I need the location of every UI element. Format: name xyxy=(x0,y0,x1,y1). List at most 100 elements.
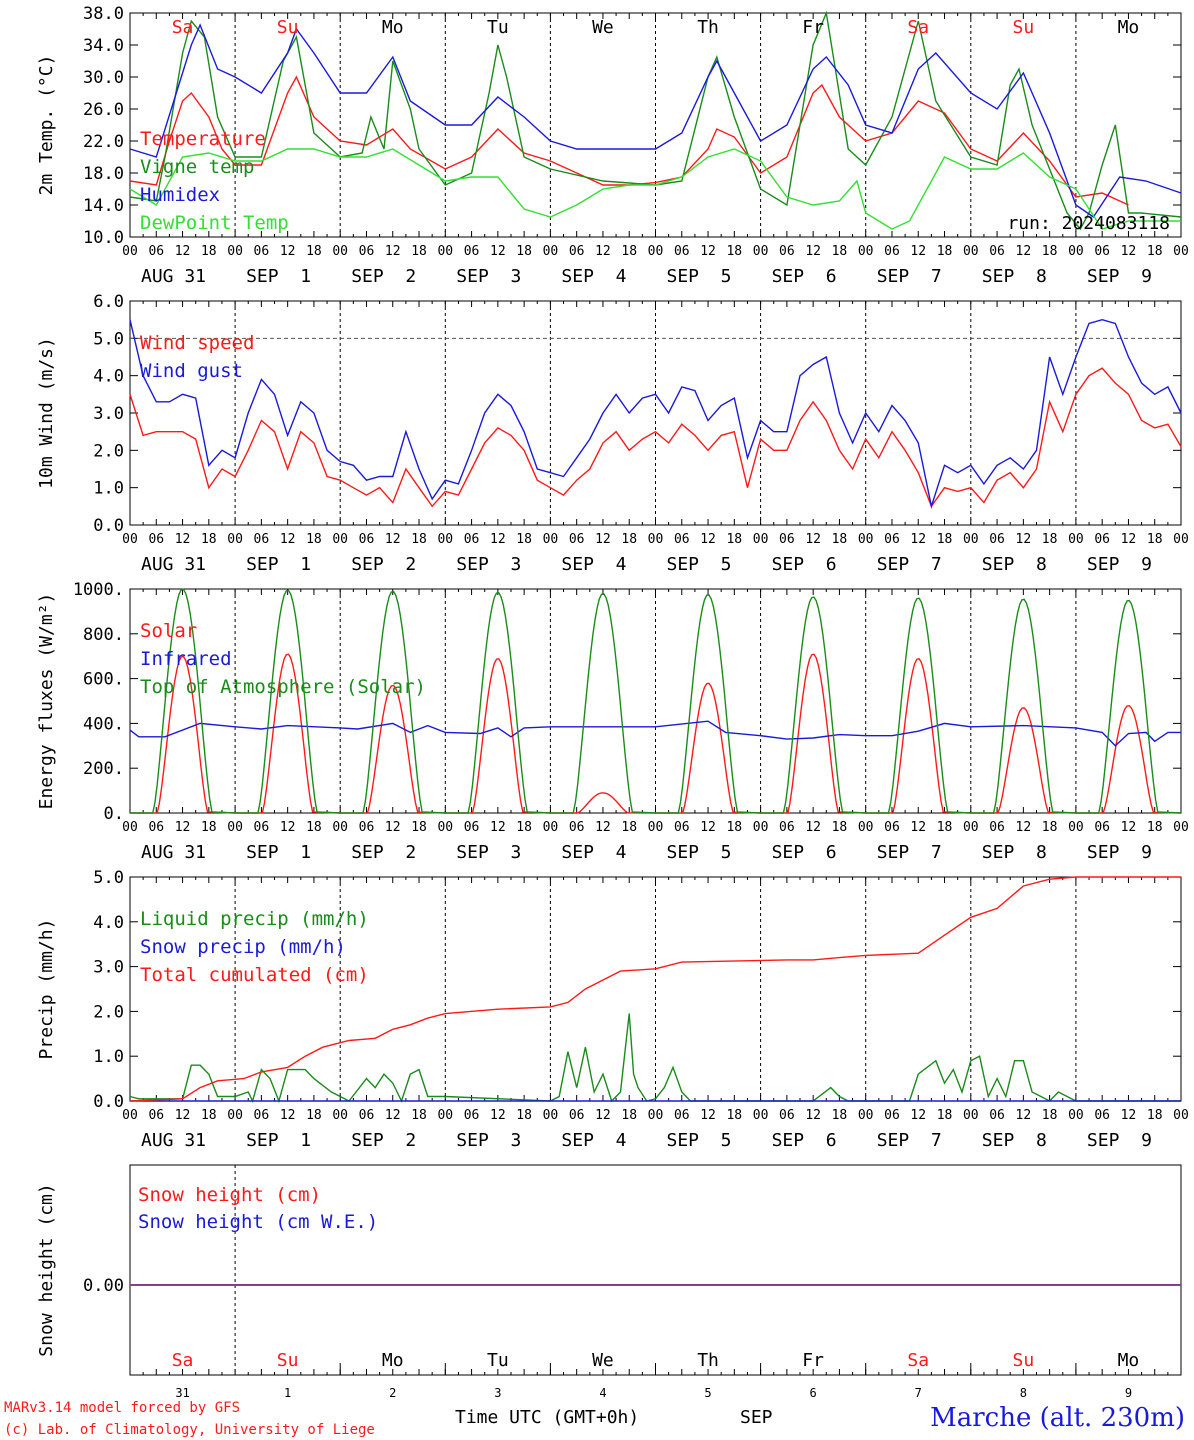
date-label: SEP 8 xyxy=(982,266,1047,287)
legend-entry: Vigne temp xyxy=(140,156,254,178)
panel-3: 0. 200. 400. 600. 800. 1000. Energy fluxes (W/… xyxy=(36,580,1189,863)
hour-tick-label: 18 xyxy=(1147,532,1163,547)
hour-tick-label: 06 xyxy=(989,532,1005,547)
hour-tick-label: 18 xyxy=(832,244,848,259)
hour-tick-label: 12 xyxy=(175,820,191,835)
date-label: SEP 8 xyxy=(982,842,1047,863)
hour-tick-label: 06 xyxy=(569,820,585,835)
hour-tick-label: 06 xyxy=(148,532,164,547)
series-line-humidex xyxy=(129,23,1182,218)
hour-tick-label: 12 xyxy=(385,532,401,547)
station-label: Marche (alt. 230m) xyxy=(930,1403,1185,1433)
series-line-wind-gust xyxy=(129,318,1182,510)
hour-tick-label: 00 xyxy=(543,1108,559,1123)
hour-tick-label: 06 xyxy=(674,820,690,835)
series-line-vigne-temp xyxy=(129,10,1182,231)
hour-tick-label: 12 xyxy=(280,1108,296,1123)
hour-tick-label: 18 xyxy=(201,244,217,259)
plot-frame xyxy=(129,300,1182,526)
series-line-wind-speed xyxy=(129,367,1182,508)
hour-tick-label: 00 xyxy=(543,244,559,259)
date-label: SEP 4 xyxy=(561,266,626,287)
hour-tick-label: 12 xyxy=(805,1108,821,1123)
y-tick-label: 22.0 xyxy=(83,132,124,152)
hour-tick-label: 06 xyxy=(1094,532,1110,547)
day-name-label: Su xyxy=(277,17,299,38)
y-tick-label: 4.0 xyxy=(93,913,124,933)
day-number-label: 31 xyxy=(175,1386,189,1400)
day-number-label: 6 xyxy=(810,1386,817,1400)
hour-tick-label: 12 xyxy=(175,244,191,259)
hour-tick-label: 00 xyxy=(648,532,664,547)
hour-tick-label: 06 xyxy=(359,1108,375,1123)
date-label: AUG 31 xyxy=(141,1130,206,1151)
hour-tick-label: 12 xyxy=(910,244,926,259)
date-label: SEP 2 xyxy=(351,1130,416,1151)
hour-tick-label: 12 xyxy=(1121,532,1137,547)
hour-tick-label: 00 xyxy=(227,820,243,835)
day-name-label: Su xyxy=(277,1350,299,1371)
panel-4: 0.0 1.0 2.0 3.0 4.0 5.0 Precip (mm/h) 00 06 12 18 A… xyxy=(36,868,1189,1151)
hour-tick-label: 00 xyxy=(332,820,348,835)
hour-tick-label: 18 xyxy=(306,820,322,835)
hour-tick-label: 18 xyxy=(832,532,848,547)
day-name-label: Sa xyxy=(172,1350,194,1371)
hour-tick-label: 18 xyxy=(1042,820,1058,835)
y-tick-label: 2.0 xyxy=(93,1002,124,1022)
hour-tick-label: 12 xyxy=(595,532,611,547)
hour-tick-label: 18 xyxy=(937,532,953,547)
day-number-label: 8 xyxy=(1020,1386,1027,1400)
hour-tick-label: 12 xyxy=(385,820,401,835)
run-label: run: 2024083118 xyxy=(1007,213,1170,234)
date-label: AUG 31 xyxy=(141,842,206,863)
date-label: SEP 3 xyxy=(456,1130,521,1151)
date-label: SEP 5 xyxy=(667,554,732,575)
hour-tick-label: 00 xyxy=(858,244,874,259)
day-name-label: Sa xyxy=(907,1350,929,1371)
date-label: SEP 6 xyxy=(772,554,837,575)
hour-tick-label: 06 xyxy=(1094,820,1110,835)
y-tick-label: 34.0 xyxy=(83,36,124,56)
day-name-label: Sa xyxy=(907,17,929,38)
hour-tick-label: 12 xyxy=(1016,1108,1032,1123)
y-tick-label: 10.0 xyxy=(83,228,124,248)
date-label: SEP 1 xyxy=(246,266,311,287)
hour-tick-label: 00 xyxy=(1173,1108,1189,1123)
legend-entry: Snow height (cm) xyxy=(138,1184,321,1206)
y-tick-label: 1.0 xyxy=(93,1047,124,1067)
hour-tick-label: 06 xyxy=(148,820,164,835)
y-tick-label: 26.0 xyxy=(83,100,124,120)
hour-tick-label: 06 xyxy=(779,1108,795,1123)
hour-tick-label: 12 xyxy=(385,244,401,259)
hour-tick-label: 12 xyxy=(490,1108,506,1123)
legend-entry: Wind gust xyxy=(140,360,243,382)
hour-tick-label: 00 xyxy=(1068,1108,1084,1123)
footer-lab: (c) Lab. of Climatology, University of L… xyxy=(4,1422,375,1438)
date-label: AUG 31 xyxy=(141,554,206,575)
hour-tick-label: 12 xyxy=(385,1108,401,1123)
y-tick-label: 800. xyxy=(83,625,124,645)
date-label: SEP 7 xyxy=(877,842,942,863)
hour-tick-label: 12 xyxy=(1016,532,1032,547)
hour-tick-label: 00 xyxy=(332,532,348,547)
hour-tick-label: 18 xyxy=(306,1108,322,1123)
hour-tick-label: 18 xyxy=(832,820,848,835)
hour-tick-label: 06 xyxy=(569,1108,585,1123)
hour-tick-label: 00 xyxy=(1068,532,1084,547)
hour-tick-label: 00 xyxy=(1068,820,1084,835)
day-number-label: 3 xyxy=(494,1386,501,1400)
day-name-label: Th xyxy=(697,1350,719,1371)
hour-tick-label: 00 xyxy=(227,532,243,547)
day-name-label: We xyxy=(592,17,614,38)
hour-tick-label: 12 xyxy=(1016,244,1032,259)
hour-tick-label: 00 xyxy=(1173,820,1189,835)
day-name-label: Tu xyxy=(487,17,509,38)
y-axis-label: Snow height (cm) xyxy=(36,1183,57,1356)
hour-tick-label: 06 xyxy=(254,532,270,547)
hour-tick-label: 12 xyxy=(280,244,296,259)
day-name-label: Fr xyxy=(802,1350,824,1371)
date-label: AUG 31 xyxy=(141,266,206,287)
hour-tick-label: 18 xyxy=(516,820,532,835)
series-line-infrared xyxy=(129,720,1181,747)
day-name-label: Su xyxy=(1013,17,1035,38)
